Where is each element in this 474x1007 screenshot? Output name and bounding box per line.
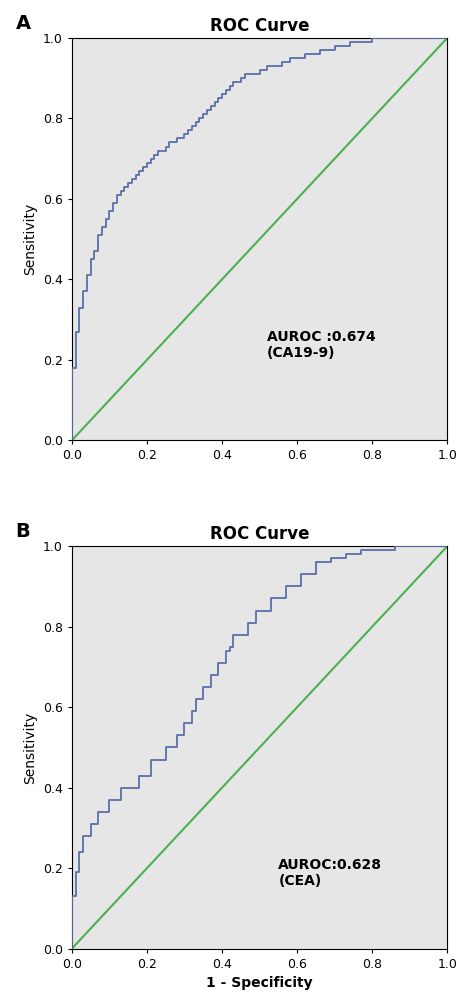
Title: ROC Curve: ROC Curve — [210, 17, 310, 35]
Text: A: A — [16, 14, 30, 32]
X-axis label: 1 - Specificity: 1 - Specificity — [206, 977, 313, 990]
Y-axis label: Sensitivity: Sensitivity — [23, 711, 37, 783]
Title: ROC Curve: ROC Curve — [210, 526, 310, 543]
Text: B: B — [16, 522, 30, 541]
Text: AUROC :0.674
(CA19-9): AUROC :0.674 (CA19-9) — [267, 329, 376, 359]
Text: AUROC:0.628
(CEA): AUROC:0.628 (CEA) — [278, 858, 383, 888]
Y-axis label: Sensitivity: Sensitivity — [23, 203, 37, 275]
